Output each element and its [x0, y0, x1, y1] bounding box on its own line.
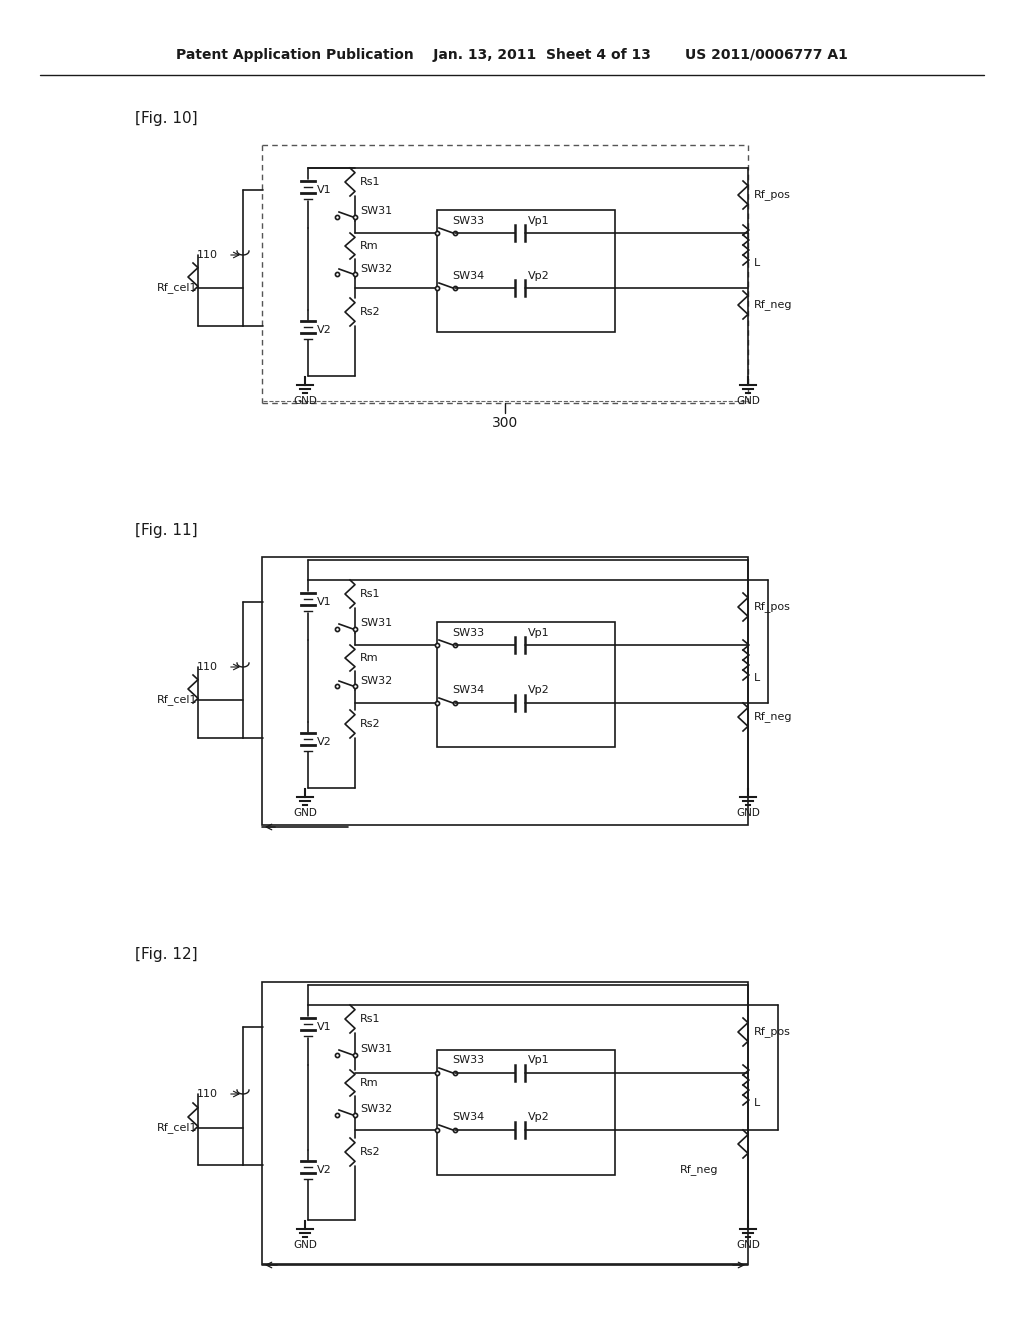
Text: Rm: Rm: [360, 242, 379, 251]
Text: V1: V1: [317, 185, 332, 195]
Text: Rs2: Rs2: [360, 1147, 381, 1158]
Text: Vp1: Vp1: [528, 216, 550, 226]
Text: V2: V2: [317, 1166, 332, 1175]
Text: Rf_neg: Rf_neg: [680, 1164, 719, 1175]
Text: Rs2: Rs2: [360, 308, 381, 317]
Text: Rf_pos: Rf_pos: [754, 602, 791, 612]
Bar: [437, 1049, 615, 1175]
Text: Rs1: Rs1: [360, 589, 381, 599]
Text: [Fig. 10]: [Fig. 10]: [135, 111, 198, 125]
Text: L: L: [754, 257, 760, 268]
Text: GND: GND: [293, 1239, 317, 1250]
Text: SW32: SW32: [360, 1104, 392, 1114]
Text: SW33: SW33: [452, 628, 484, 638]
Text: SW31: SW31: [360, 1044, 392, 1053]
Text: GND: GND: [293, 396, 317, 407]
Text: Rf_cel1: Rf_cel1: [157, 282, 198, 293]
Bar: [437, 622, 615, 747]
Text: Vp2: Vp2: [528, 685, 550, 696]
Text: SW32: SW32: [360, 264, 392, 275]
Text: L: L: [754, 1098, 760, 1107]
Text: GND: GND: [736, 396, 760, 407]
Text: V1: V1: [317, 1022, 332, 1032]
Text: 110: 110: [197, 249, 218, 260]
Text: Rs1: Rs1: [360, 1014, 381, 1024]
Text: L: L: [754, 673, 760, 682]
Text: [Fig. 12]: [Fig. 12]: [135, 948, 198, 962]
Bar: [262, 557, 748, 825]
Text: 300: 300: [492, 416, 518, 430]
Text: Rf_neg: Rf_neg: [754, 300, 793, 310]
Text: Rf_pos: Rf_pos: [754, 1027, 791, 1038]
Text: Rm: Rm: [360, 653, 379, 663]
Bar: [262, 982, 748, 1265]
Text: [Fig. 11]: [Fig. 11]: [135, 523, 198, 537]
Text: 110: 110: [197, 1089, 218, 1100]
Text: Rm: Rm: [360, 1078, 379, 1088]
Text: GND: GND: [293, 808, 317, 818]
Text: GND: GND: [736, 1239, 760, 1250]
Text: SW31: SW31: [360, 206, 392, 216]
Text: GND: GND: [736, 808, 760, 818]
Text: Rf_cel1: Rf_cel1: [157, 1122, 198, 1134]
Bar: [437, 210, 615, 333]
Text: V2: V2: [317, 325, 332, 335]
Text: SW32: SW32: [360, 676, 392, 686]
Text: Rf_cel1: Rf_cel1: [157, 694, 198, 705]
Text: SW34: SW34: [452, 271, 484, 281]
Text: SW33: SW33: [452, 216, 484, 226]
Text: SW31: SW31: [360, 618, 392, 628]
Text: Patent Application Publication    Jan. 13, 2011  Sheet 4 of 13       US 2011/000: Patent Application Publication Jan. 13, …: [176, 48, 848, 62]
Text: SW34: SW34: [452, 685, 484, 696]
Text: 110: 110: [197, 663, 218, 672]
Text: Vp1: Vp1: [528, 1055, 550, 1065]
Text: Vp2: Vp2: [528, 1111, 550, 1122]
Text: V1: V1: [317, 597, 332, 607]
Text: V2: V2: [317, 737, 332, 747]
Text: Rf_pos: Rf_pos: [754, 190, 791, 201]
Text: Vp2: Vp2: [528, 271, 550, 281]
Text: Rs2: Rs2: [360, 719, 381, 729]
Text: SW34: SW34: [452, 1111, 484, 1122]
Text: Rf_neg: Rf_neg: [754, 711, 793, 722]
Text: Rs1: Rs1: [360, 177, 381, 187]
Text: SW33: SW33: [452, 1055, 484, 1065]
Text: Vp1: Vp1: [528, 628, 550, 638]
